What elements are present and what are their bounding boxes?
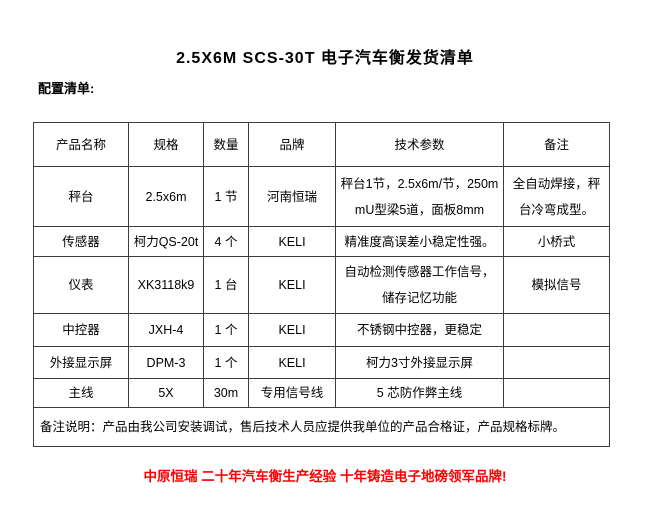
- cell-note: [503, 346, 610, 379]
- table-row: 主线 5X 30m 专用信号线 5 芯防作弊主线: [33, 378, 610, 408]
- cell-spec: DPM-3: [128, 346, 204, 379]
- cell-note: [503, 378, 610, 408]
- cell-product: 仪表: [33, 256, 129, 314]
- footer-note: 备注说明：产品由我公司安装调试，售后技术人员应提供我单位的产品合格证，产品规格标…: [33, 407, 610, 447]
- cell-product: 外接显示屏: [33, 346, 129, 379]
- table-footer-row: 备注说明：产品由我公司安装调试，售后技术人员应提供我单位的产品合格证，产品规格标…: [33, 407, 610, 447]
- table-row: 传感器 柯力QS-20t 4 个 KELI 精准度高误差小稳定性强。 小桥式: [33, 226, 610, 257]
- cell-note: 小桥式: [503, 226, 610, 257]
- cell-tech: 自动检测传感器工作信号，储存记忆功能: [335, 256, 504, 314]
- cell-brand: 河南恒瑞: [248, 166, 336, 227]
- table-row: 仪表 XK3118k9 1 台 KELI 自动检测传感器工作信号，储存记忆功能 …: [33, 256, 610, 314]
- cell-spec: 柯力QS-20t: [128, 226, 204, 257]
- cell-spec: 5X: [128, 378, 204, 408]
- document-title: 2.5X6M SCS-30T 电子汽车衡发货清单: [176, 50, 474, 67]
- table-row: 秤台 2.5x6m 1 节 河南恒瑞 秤台1节，2.5x6m/节，250mmU型…: [33, 166, 610, 227]
- cell-product: 主线: [33, 378, 129, 408]
- cell-tech: 秤台1节，2.5x6m/节，250mmU型梁5道，面板8mm: [335, 166, 504, 227]
- table-row: 中控器 JXH-4 1 个 KELI 不锈钢中控器，更稳定: [33, 313, 610, 347]
- cell-qty: 4 个: [203, 226, 249, 257]
- cell-note: [503, 313, 610, 347]
- column-header-note: 备注: [503, 122, 610, 167]
- cell-qty: 30m: [203, 378, 249, 408]
- cell-qty: 1 节: [203, 166, 249, 227]
- column-header-product: 产品名称: [33, 122, 129, 167]
- column-header-brand: 品牌: [248, 122, 336, 167]
- table-row: 外接显示屏 DPM-3 1 个 KELI 柯力3寸外接显示屏: [33, 346, 610, 379]
- cell-qty: 1 个: [203, 346, 249, 379]
- footer-slogan: 中原恒瑞 二十年汽车衡生产经验 十年铸造电子地磅领军品牌!: [143, 469, 507, 484]
- cell-spec: 2.5x6m: [128, 166, 204, 227]
- column-header-qty: 数量: [203, 122, 249, 167]
- cell-brand: KELI: [248, 346, 336, 379]
- cell-brand: KELI: [248, 256, 336, 314]
- cell-product: 秤台: [33, 166, 129, 227]
- cell-qty: 1 个: [203, 313, 249, 347]
- section-label: 配置清单:: [38, 81, 95, 96]
- cell-brand: 专用信号线: [248, 378, 336, 408]
- cell-product: 中控器: [33, 313, 129, 347]
- cell-brand: KELI: [248, 313, 336, 347]
- config-table: 产品名称 规格 数量 品牌 技术参数 备注 秤台 2.5x6m 1 节 河南恒瑞…: [33, 122, 610, 447]
- cell-spec: JXH-4: [128, 313, 204, 347]
- cell-tech: 精准度高误差小稳定性强。: [335, 226, 504, 257]
- cell-tech: 5 芯防作弊主线: [335, 378, 504, 408]
- cell-qty: 1 台: [203, 256, 249, 314]
- cell-tech: 柯力3寸外接显示屏: [335, 346, 504, 379]
- cell-product: 传感器: [33, 226, 129, 257]
- cell-brand: KELI: [248, 226, 336, 257]
- cell-spec: XK3118k9: [128, 256, 204, 314]
- column-header-spec: 规格: [128, 122, 204, 167]
- table-header-row: 产品名称 规格 数量 品牌 技术参数 备注: [33, 122, 610, 167]
- cell-note: 全自动焊接，秤台冷弯成型。: [503, 166, 610, 227]
- cell-tech: 不锈钢中控器，更稳定: [335, 313, 504, 347]
- column-header-tech: 技术参数: [335, 122, 504, 167]
- cell-note: 模拟信号: [503, 256, 610, 314]
